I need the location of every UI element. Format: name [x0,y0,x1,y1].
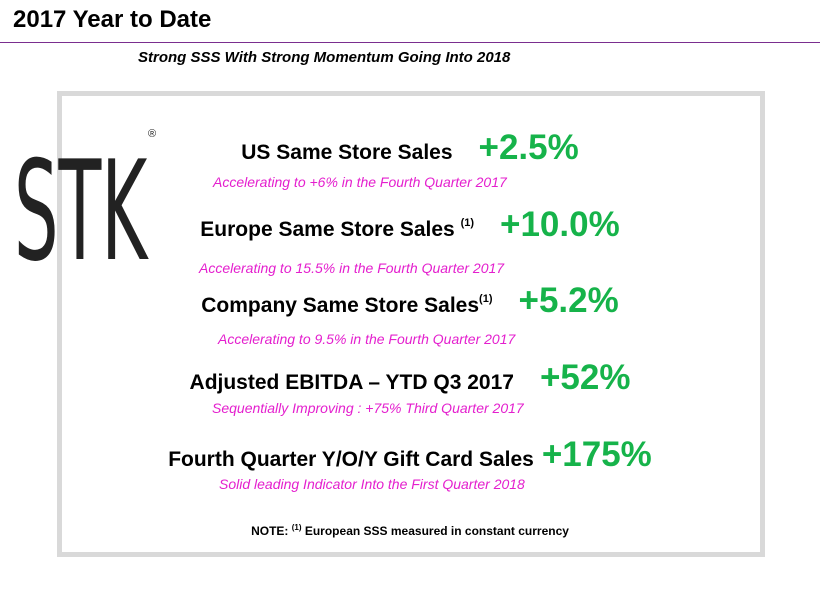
footnote-marker: (1) [291,523,302,532]
metric-europe-sss: Europe Same Store Sales (1) +10.0% [0,205,820,245]
metric-value: +52% [539,358,631,397]
metric-note: Solid leading Indicator Into the First Q… [219,476,525,492]
metric-label: Europe Same Store Sales (1) [200,217,475,241]
metric-gift-card-sales: Fourth Quarter Y/O/Y Gift Card Sales +17… [0,435,820,475]
metric-note: Accelerating to 15.5% in the Fourth Quar… [199,260,505,276]
metric-note: Accelerating to 9.5% in the Fourth Quart… [218,331,516,347]
page-subtitle: Strong SSS With Strong Momentum Going In… [138,49,511,66]
title-divider [0,42,820,43]
metric-value: +10.0% [500,205,620,244]
metric-value: +175% [541,435,652,474]
page-title: 2017 Year to Date [13,6,212,33]
footnote-marker: (1) [460,217,475,229]
metric-note: Sequentially Improving : +75% Third Quar… [212,400,524,416]
metric-label: Adjusted EBITDA – YTD Q3 2017 [189,371,514,394]
metric-note: Accelerating to +6% in the Fourth Quarte… [213,174,507,190]
footnote: NOTE: (1) European SSS measured in const… [251,523,569,538]
metric-label: Company Same Store Sales(1) [201,293,493,317]
metric-company-sss: Company Same Store Sales(1) +5.2% [0,281,820,321]
metric-label: US Same Store Sales [241,141,453,164]
content-frame [57,91,765,557]
stk-logo: STK ® [14,128,156,263]
metric-us-sss: US Same Store Sales +2.5% [0,128,820,168]
metric-adjusted-ebitda: Adjusted EBITDA – YTD Q3 2017 +52% [0,358,820,398]
footnote-marker: (1) [479,293,493,305]
metric-value: +2.5% [478,128,579,167]
logo-trademark-mark: ® [148,128,156,140]
metric-value: +5.2% [518,281,619,320]
logo-wordmark: STK [14,132,149,263]
metric-label: Fourth Quarter Y/O/Y Gift Card Sales [168,448,534,471]
